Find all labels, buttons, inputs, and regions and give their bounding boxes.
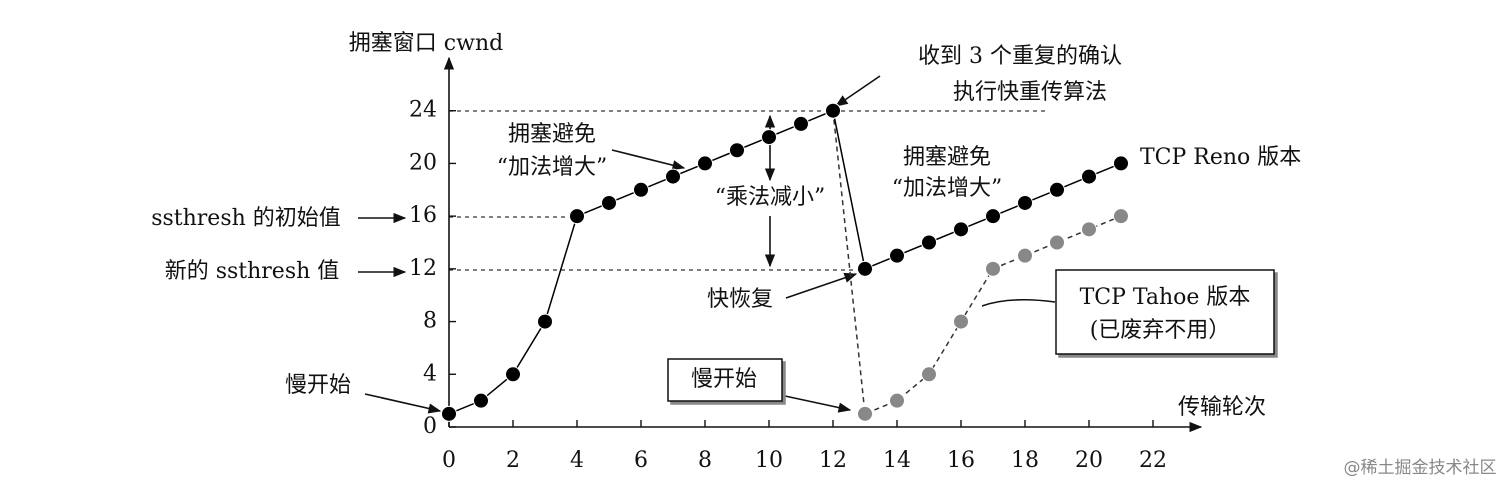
- data-point: [953, 313, 969, 330]
- x-tick-label: 6: [634, 448, 648, 473]
- data-point: [889, 247, 905, 264]
- x-tick-label: 14: [883, 448, 911, 473]
- annotation: 慢开始: [691, 367, 757, 392]
- watermark: @稀土掘金技术社区: [1344, 458, 1497, 478]
- x-tick-label: 22: [1139, 448, 1167, 473]
- annotation: 执行快重传算法: [953, 80, 1107, 105]
- arrow: [611, 149, 686, 171]
- data-point: [857, 405, 873, 422]
- x-tick-label: 4: [570, 448, 584, 473]
- arrow: [785, 272, 858, 299]
- data-point: [953, 221, 969, 238]
- x-tick-label: 0: [442, 448, 456, 473]
- data-point: [761, 129, 777, 146]
- data-point: [825, 102, 841, 119]
- data-point: [697, 155, 713, 172]
- annotation: 收到 3 个重复的确认: [918, 44, 1122, 69]
- y-tick-label: 12: [409, 256, 437, 281]
- x-tick-label: 2: [506, 448, 520, 473]
- legend-label: TCP Tahoe 版本: [1080, 285, 1251, 310]
- data-point: [985, 260, 1001, 277]
- y-tick-label: 16: [409, 203, 437, 228]
- x-tick-label: 18: [1011, 448, 1039, 473]
- arrow: [784, 395, 852, 413]
- data-point: [1017, 247, 1033, 264]
- data-point: [505, 366, 521, 383]
- y-axis-label: 拥塞窗口 cwnd: [349, 31, 503, 56]
- annotation: 慢开始: [285, 373, 351, 398]
- x-tick-label: 20: [1075, 448, 1103, 473]
- y-tick-label: 20: [409, 150, 437, 175]
- legend-label: TCP Reno 版本: [1140, 145, 1301, 170]
- data-point: [1113, 155, 1129, 172]
- leader: [981, 298, 1056, 307]
- data-point: [633, 181, 649, 198]
- data-point: [1049, 181, 1065, 198]
- data-point: [1113, 208, 1129, 225]
- annotation: 拥塞避免: [903, 145, 991, 170]
- y-tick-label: 8: [423, 309, 437, 334]
- data-point: [473, 392, 489, 409]
- data-point: [921, 366, 937, 383]
- data-point: [921, 234, 937, 251]
- x-axis-label: 传输轮次: [1178, 395, 1266, 420]
- x-tick-label: 10: [755, 448, 783, 473]
- annotation: 新的 ssthresh 值: [165, 259, 340, 284]
- data-point: [729, 142, 745, 159]
- data-point: [1081, 168, 1097, 185]
- data-point: [985, 208, 1001, 225]
- annotation: 快恢复: [707, 287, 773, 312]
- label-box: [1055, 269, 1275, 355]
- data-point: [1049, 234, 1065, 251]
- series-line: [448, 109, 1122, 415]
- x-tick-label: 8: [698, 448, 712, 473]
- arrows: [358, 75, 1275, 414]
- arrow: [364, 393, 442, 414]
- data-point: [889, 392, 905, 409]
- data-point: [537, 313, 553, 330]
- x-tick-label: 16: [947, 448, 975, 473]
- annotation: “加法增大”: [497, 155, 608, 180]
- arrow: [834, 75, 881, 107]
- annotation: ssthresh 的初始值: [151, 206, 341, 231]
- data-point: [793, 115, 809, 132]
- reference-lines: [449, 110, 1045, 271]
- data-point: [441, 405, 457, 422]
- data-point: [665, 168, 681, 185]
- annotation: (已废弃不用）: [1090, 318, 1231, 343]
- y-tick-label: 4: [423, 361, 437, 386]
- data-point: [1081, 221, 1097, 238]
- data-point: [601, 194, 617, 211]
- annotation: “加法增大”: [892, 176, 1003, 201]
- y-tick-label: 24: [409, 98, 437, 123]
- data-point: [569, 208, 585, 225]
- y-tick-label: 0: [423, 414, 437, 439]
- annotation: 拥塞避免: [508, 122, 596, 147]
- x-tick-label: 12: [819, 448, 847, 473]
- data-point: [857, 260, 873, 277]
- data-point: [1017, 194, 1033, 211]
- label-box: [667, 358, 783, 402]
- annotation: “乘法减小”: [715, 185, 826, 210]
